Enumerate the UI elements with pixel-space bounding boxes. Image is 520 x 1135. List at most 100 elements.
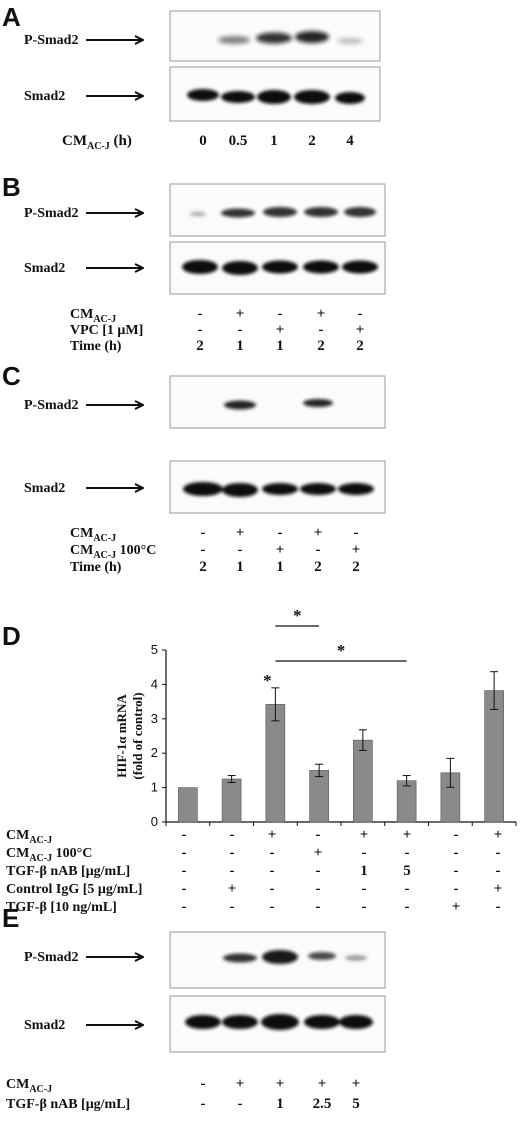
error-bar-6 xyxy=(402,775,411,787)
cell-d-3-5: 1 xyxy=(360,863,368,879)
cell-c-2-1: - xyxy=(201,542,206,558)
cell-b-3-3: 1 xyxy=(276,338,284,354)
row-label-c-3: Time (h) xyxy=(70,560,122,575)
band-e-top-4 xyxy=(308,952,336,960)
panel-d-bar-chart: 0 1 2 3 4 5 * * * xyxy=(151,606,517,829)
cell-d-1-2: - xyxy=(230,827,235,843)
cell-d-3-2: - xyxy=(230,863,235,879)
significance-star-2: * xyxy=(337,641,346,660)
row-label-b-3: Time (h) xyxy=(70,339,122,354)
band-a-bottom-4 xyxy=(294,90,330,104)
cell-c-2-3: + xyxy=(276,542,285,558)
panel-a-blot-bottom-label: Smad2 xyxy=(24,89,65,104)
cell-e-1-1: - xyxy=(201,1076,206,1092)
bar-1 xyxy=(178,787,198,823)
panel-c-bands-bottom xyxy=(183,482,374,497)
cell-e-1-4: + xyxy=(318,1076,327,1092)
cell-b-3-2: 1 xyxy=(236,338,244,354)
cell-d-5-3: - xyxy=(270,899,275,915)
cell-b-2-1: - xyxy=(198,322,203,338)
cell-d-5-5: - xyxy=(362,899,367,915)
significance-star-1: * xyxy=(293,606,302,625)
cell-d-4-4: - xyxy=(316,881,321,897)
cell-e-2-1: - xyxy=(201,1096,206,1112)
panel-a-bands-top xyxy=(218,31,363,44)
panel-d-ylabel-line2: (fold of control) xyxy=(130,692,145,779)
cell-d-2-1: - xyxy=(182,845,187,861)
band-c-bottom-3 xyxy=(262,483,298,495)
cell-c-1-5: - xyxy=(354,525,359,541)
band-e-bottom-4 xyxy=(304,1015,340,1029)
panel-a-bands-bottom xyxy=(187,89,365,104)
row-label-d-4: Control IgG [5 μg/mL] xyxy=(6,882,142,897)
cell-d-2-8: - xyxy=(496,845,501,861)
band-c-bottom-2 xyxy=(222,483,258,497)
panel-d-condition-table: CMAC-J - - + - + + - + CMAC-J 100°C - - - + - - - - TGF-β … xyxy=(6,827,502,915)
cell-c-3-2: 1 xyxy=(236,559,244,575)
cell-b-1-2: + xyxy=(236,306,245,322)
cell-b-3-4: 2 xyxy=(317,338,325,354)
bar-4 xyxy=(309,770,329,823)
band-b-bottom-2 xyxy=(222,261,258,275)
panel-c-blot-bottom-label: Smad2 xyxy=(24,481,65,496)
cell-d-3-8: - xyxy=(496,863,501,879)
cell-c-3-5: 2 xyxy=(352,559,360,575)
cell-e-1-3: + xyxy=(276,1076,285,1092)
panel-d: D HIF-1α mRNA (fold of control) 0 1 2 3 4 5 * *… xyxy=(2,606,517,915)
lane-a-5: 4 xyxy=(346,133,354,149)
cell-d-1-8: + xyxy=(494,827,503,843)
cell-d-5-6: - xyxy=(405,899,410,915)
cell-e-2-5: 5 xyxy=(352,1096,360,1112)
cell-d-5-7: + xyxy=(452,899,461,915)
error-bar-3 xyxy=(271,687,280,722)
band-a-bottom-5 xyxy=(335,92,365,104)
cell-d-4-6: - xyxy=(405,881,410,897)
panel-a-lane-labels: 0 0.5 1 2 4 xyxy=(199,133,354,149)
cell-d-1-4: - xyxy=(316,827,321,843)
band-a-bottom-2 xyxy=(221,91,255,103)
cell-d-5-2: - xyxy=(230,899,235,915)
cell-d-2-5: - xyxy=(362,845,367,861)
cell-d-5-4: - xyxy=(316,899,321,915)
cell-b-2-3: + xyxy=(276,322,285,338)
row-label-c-2: CMAC-J 100°C xyxy=(70,543,156,561)
band-e-bottom-1 xyxy=(185,1015,221,1029)
row-label-e-1: CMAC-J xyxy=(6,1077,52,1095)
panel-a-blot-top-label: P-Smad2 xyxy=(24,33,78,48)
panel-c-condition-table: CMAC-J - + - + -CMAC-J 100°C - - + - +Time (h) 2 1 1 2… xyxy=(70,525,360,575)
cell-c-3-3: 1 xyxy=(276,559,284,575)
panel-e-condition-table: CMAC-J - + + + + TGF-β nAB [μg/mL] - - 1 2.5 5 xyxy=(6,1076,360,1112)
band-b-bottom-3 xyxy=(262,260,298,274)
cell-e-2-3: 1 xyxy=(276,1096,284,1112)
row-label-b-2: VPC [1 μM] xyxy=(70,323,143,338)
cell-d-4-3: - xyxy=(270,881,275,897)
panel-b-blot-bottom-label: Smad2 xyxy=(24,261,65,276)
cell-b-2-5: + xyxy=(356,322,365,338)
panel-c-letter: C xyxy=(2,361,21,391)
row-label-e-2: TGF-β nAB [μg/mL] xyxy=(6,1097,130,1112)
panel-a-letter: A xyxy=(2,2,21,32)
cell-b-2-4: - xyxy=(319,322,324,338)
band-b-top-1 xyxy=(190,211,206,217)
band-c-bottom-4 xyxy=(300,483,336,495)
band-c-top-4 xyxy=(303,399,333,407)
band-c-bottom-1 xyxy=(183,482,223,496)
panel-b-letter: B xyxy=(2,172,21,202)
band-b-bottom-4 xyxy=(303,260,339,274)
band-e-bottom-3 xyxy=(261,1014,299,1030)
cell-b-1-3: - xyxy=(278,306,283,322)
row-label-b-1: CMAC-J xyxy=(70,307,116,325)
band-b-bottom-5 xyxy=(342,260,378,274)
cell-d-3-1: - xyxy=(182,863,187,879)
panel-d-ylabel: HIF-1α mRNA (fold of control) xyxy=(114,692,145,779)
cell-c-1-2: + xyxy=(236,525,245,541)
panel-c: C P-Smad2 Smad2 CMAC-J - + - + -CMAC-J 100°C -… xyxy=(2,361,386,575)
panel-c-blot-top-label: P-Smad2 xyxy=(24,398,78,413)
band-b-top-5 xyxy=(344,207,376,217)
cell-d-1-5: + xyxy=(360,827,369,843)
cell-b-1-1: - xyxy=(198,306,203,322)
error-bar-2 xyxy=(227,775,236,783)
y-tick-label: 4 xyxy=(151,676,158,691)
panel-e-blot-bottom-label: Smad2 xyxy=(24,1018,65,1033)
